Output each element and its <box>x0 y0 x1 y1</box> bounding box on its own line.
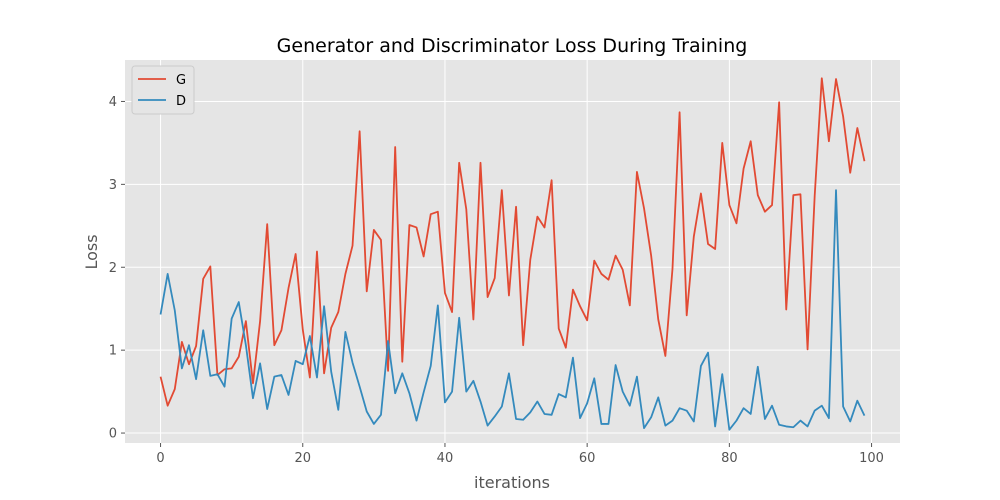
x-tick-label: 80 <box>721 451 738 466</box>
legend-label-d: D <box>176 94 186 109</box>
x-tick-label: 20 <box>294 451 311 466</box>
y-axis-label: Loss <box>82 234 101 269</box>
series-line-d <box>159 189 866 431</box>
legend-box <box>131 65 195 115</box>
y-tick-label: 1 <box>109 344 117 359</box>
y-tick-label: 3 <box>109 178 117 193</box>
chart-title: Generator and Discriminator Loss During … <box>277 35 748 57</box>
series-line-g <box>159 77 866 407</box>
grid-lines <box>125 60 900 443</box>
x-tick-label: 100 <box>859 451 884 466</box>
x-tick-label: 40 <box>437 451 454 466</box>
axis-ticks: 0 20 40 60 80 100 0 1 2 3 4 <box>109 95 884 466</box>
y-tick-label: 2 <box>109 261 117 276</box>
legend: G D <box>131 65 195 115</box>
x-tick-label: 0 <box>156 451 164 466</box>
y-tick-label: 0 <box>109 427 117 442</box>
legend-label-g: G <box>176 73 186 88</box>
series-lines <box>159 77 866 431</box>
y-tick-label: 4 <box>109 95 117 110</box>
x-tick-label: 60 <box>579 451 596 466</box>
x-axis-label: iterations <box>474 473 550 492</box>
